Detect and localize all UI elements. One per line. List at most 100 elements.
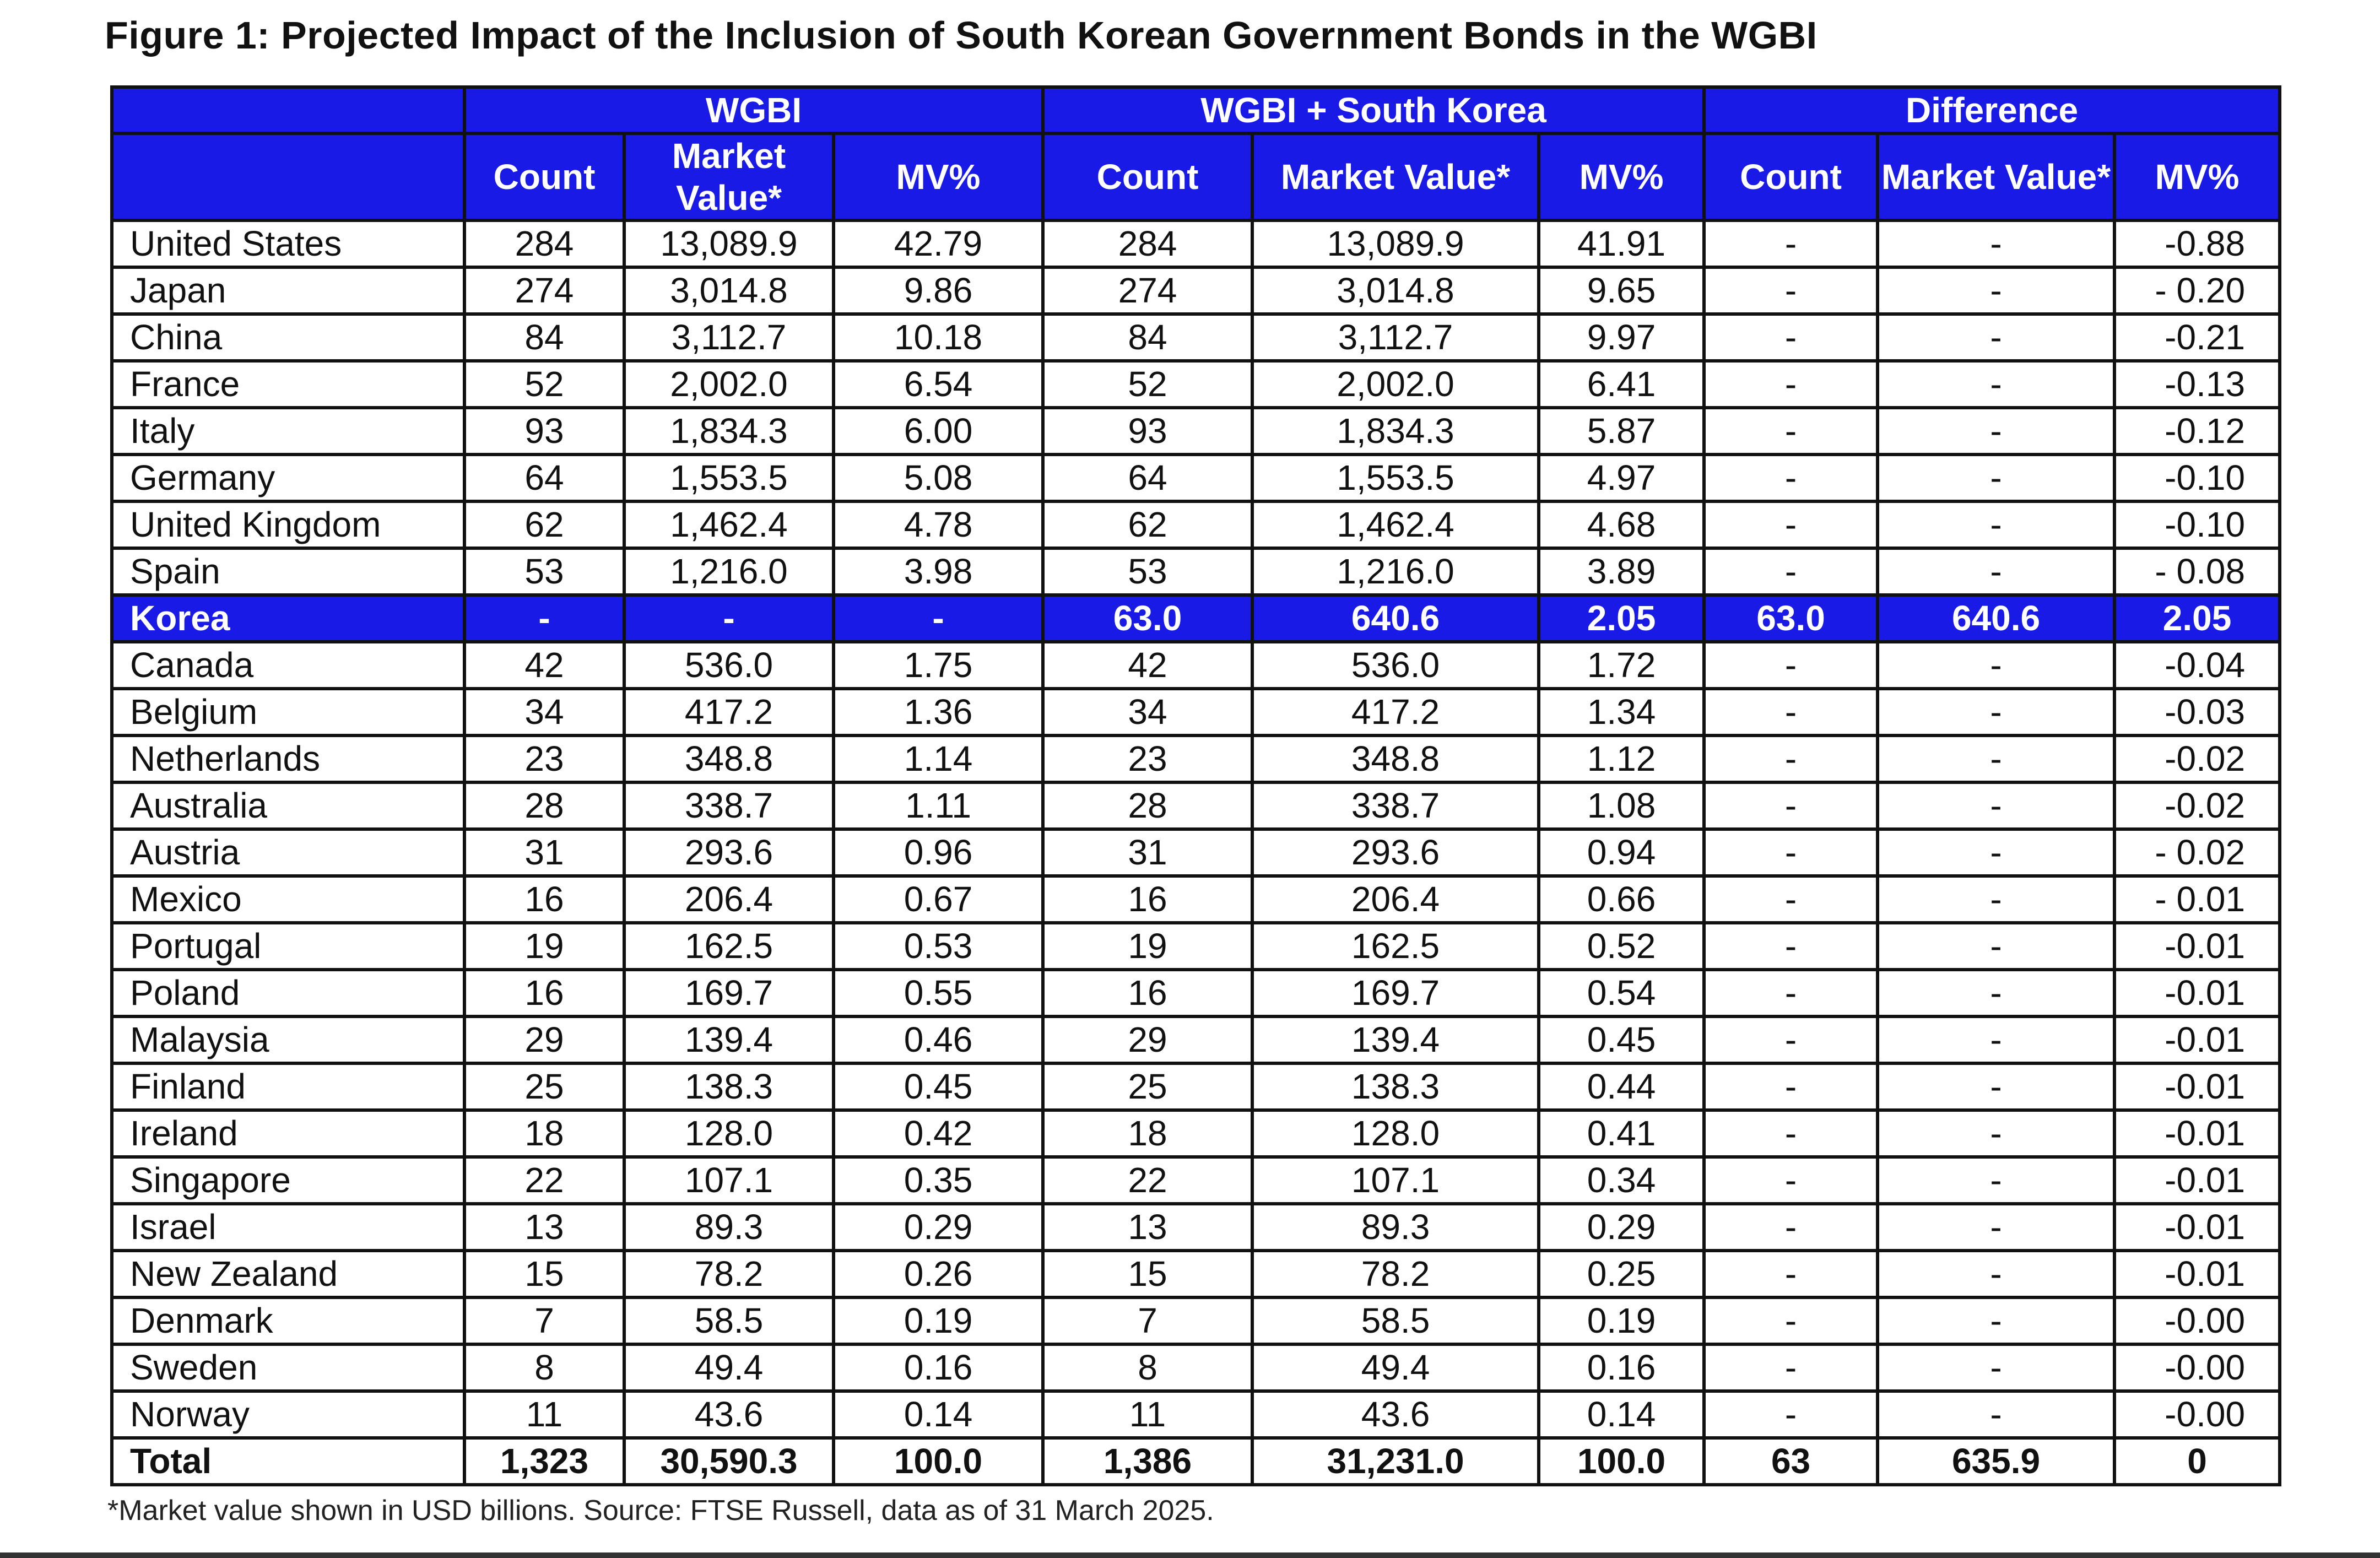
value-cell: 6.54: [832, 359, 1045, 409]
value-cell: 42: [463, 640, 626, 690]
value-cell: -: [1876, 500, 2117, 550]
value-cell: 18: [1041, 1108, 1254, 1159]
value-cell: 0.41: [1537, 1108, 1706, 1159]
value-cell: 49.4: [1251, 1343, 1540, 1393]
country-cell: Denmark: [110, 1296, 466, 1346]
value-cell: 0.53: [832, 921, 1045, 971]
value-cell: 30,590.3: [623, 1436, 835, 1486]
group-header-wgbi: WGBI: [463, 85, 1045, 135]
col-header: Count: [1702, 132, 1880, 222]
value-cell: 0.52: [1537, 921, 1706, 971]
value-cell: 640.6: [1251, 593, 1540, 643]
value-cell: 8: [1041, 1343, 1254, 1393]
country-cell: Japan: [110, 266, 466, 316]
value-cell: -: [1876, 1343, 2117, 1393]
value-cell: -: [1876, 1062, 2117, 1112]
value-cell: 536.0: [1251, 640, 1540, 690]
value-cell: 0.19: [1537, 1296, 1706, 1346]
footnote: *Market value shown in USD billions. Sou…: [107, 1495, 1214, 1527]
value-cell: 640.6: [1876, 593, 2117, 643]
value-cell: 107.1: [623, 1155, 835, 1205]
table-row: Italy 93 1,834.3 6.00 93 1,834.3 5.87- - -0.12: [110, 406, 2282, 456]
value-cell: -: [623, 593, 835, 643]
country-cell: United Kingdom: [110, 500, 466, 550]
value-cell: 0.14: [1537, 1389, 1706, 1440]
value-cell: 0.44: [1537, 1062, 1706, 1112]
value-cell: -0.01: [2113, 968, 2282, 1018]
value-cell: 9.97: [1537, 312, 1706, 363]
value-cell: -: [1876, 1155, 2117, 1205]
value-cell: -0.02: [2113, 781, 2282, 831]
value-cell: -: [1702, 1296, 1880, 1346]
table-row: Denmark 7 58.5 0.19 7 58.5 0.19- - -0.00: [110, 1296, 2282, 1346]
country-cell: United States: [110, 219, 466, 269]
value-cell: - 0.01: [2113, 874, 2282, 924]
value-cell: 9.86: [832, 266, 1045, 316]
value-cell: 58.5: [1251, 1296, 1540, 1346]
country-cell: Germany: [110, 453, 466, 503]
table-row: Norway 11 43.6 0.14 11 43.6 0.14- - -0.00: [110, 1389, 2282, 1440]
value-cell: 18: [463, 1108, 626, 1159]
value-cell: 128.0: [1251, 1108, 1540, 1159]
value-cell: 31: [1041, 827, 1254, 878]
value-cell: 0.29: [1537, 1202, 1706, 1252]
value-cell: -: [1876, 874, 2117, 924]
value-cell: -: [1702, 266, 1880, 316]
country-cell: Canada: [110, 640, 466, 690]
value-cell: 63: [1702, 1436, 1880, 1486]
table-row: Malaysia 29 139.4 0.46 29 139.4 0.45- - -0.01: [110, 1015, 2282, 1065]
value-cell: -0.13: [2113, 359, 2282, 409]
value-cell: 169.7: [623, 968, 835, 1018]
value-cell: 13,089.9: [1251, 219, 1540, 269]
value-cell: 62: [1041, 500, 1254, 550]
value-cell: 1.12: [1537, 734, 1706, 784]
value-cell: 53: [463, 547, 626, 597]
value-cell: 19: [1041, 921, 1254, 971]
value-cell: -: [1702, 1015, 1880, 1065]
value-cell: -: [832, 593, 1045, 643]
value-cell: 3,112.7: [1251, 312, 1540, 363]
value-cell: 0.45: [1537, 1015, 1706, 1065]
value-cell: 34: [1041, 687, 1254, 737]
group-header-row: WGBI WGBI + South Korea Difference: [110, 85, 2282, 135]
value-cell: 43.6: [1251, 1389, 1540, 1440]
value-cell: 0.19: [832, 1296, 1045, 1346]
country-cell: Malaysia: [110, 1015, 466, 1065]
value-cell: 16: [1041, 968, 1254, 1018]
value-cell: -0.00: [2113, 1296, 2282, 1346]
value-cell: -0.04: [2113, 640, 2282, 690]
table-row: Netherlands 23 348.8 1.14 23 348.8 1.12- - -0.02: [110, 734, 2282, 784]
value-cell: -: [1702, 687, 1880, 737]
value-cell: 16: [463, 874, 626, 924]
country-cell: China: [110, 312, 466, 363]
value-cell: -0.01: [2113, 1015, 2282, 1065]
value-cell: 10.18: [832, 312, 1045, 363]
value-cell: 206.4: [623, 874, 835, 924]
value-cell: 417.2: [623, 687, 835, 737]
value-cell: 0.54: [1537, 968, 1706, 1018]
value-cell: -: [1702, 1343, 1880, 1393]
value-cell: -0.01: [2113, 1108, 2282, 1159]
table-row: Ireland 18 128.0 0.42 18 128.0 0.41- - -0.01: [110, 1108, 2282, 1159]
value-cell: -: [1702, 1202, 1880, 1252]
col-header: Market Value*: [1251, 132, 1540, 222]
table-row: Poland 16 169.7 0.55 16 169.7 0.54- - -0.01: [110, 968, 2282, 1018]
value-cell: 28: [463, 781, 626, 831]
value-cell: 43.6: [623, 1389, 835, 1440]
col-header: MV%: [2113, 132, 2282, 222]
value-cell: 0.34: [1537, 1155, 1706, 1205]
value-cell: 284: [463, 219, 626, 269]
value-cell: 0.25: [1537, 1249, 1706, 1299]
subheader-row: Count Market Value* MV% Count Market Val…: [110, 132, 2282, 222]
value-cell: 84: [1041, 312, 1254, 363]
col-header: MV%: [1537, 132, 1706, 222]
value-cell: -: [1702, 1389, 1880, 1440]
value-cell: 11: [1041, 1389, 1254, 1440]
value-cell: 0.42: [832, 1108, 1045, 1159]
value-cell: 293.6: [623, 827, 835, 878]
table-row: Finland 25 138.3 0.45 25 138.3 0.44- - -0.01: [110, 1062, 2282, 1112]
table-row: Mexico 16 206.4 0.67 16 206.4 0.66- - - 0.01: [110, 874, 2282, 924]
value-cell: -0.10: [2113, 500, 2282, 550]
table-row: Japan 274 3,014.8 9.86 274 3,014.8 9.65- - - 0.2…: [110, 266, 2282, 316]
group-header-wgbi-korea: WGBI + South Korea: [1041, 85, 1706, 135]
